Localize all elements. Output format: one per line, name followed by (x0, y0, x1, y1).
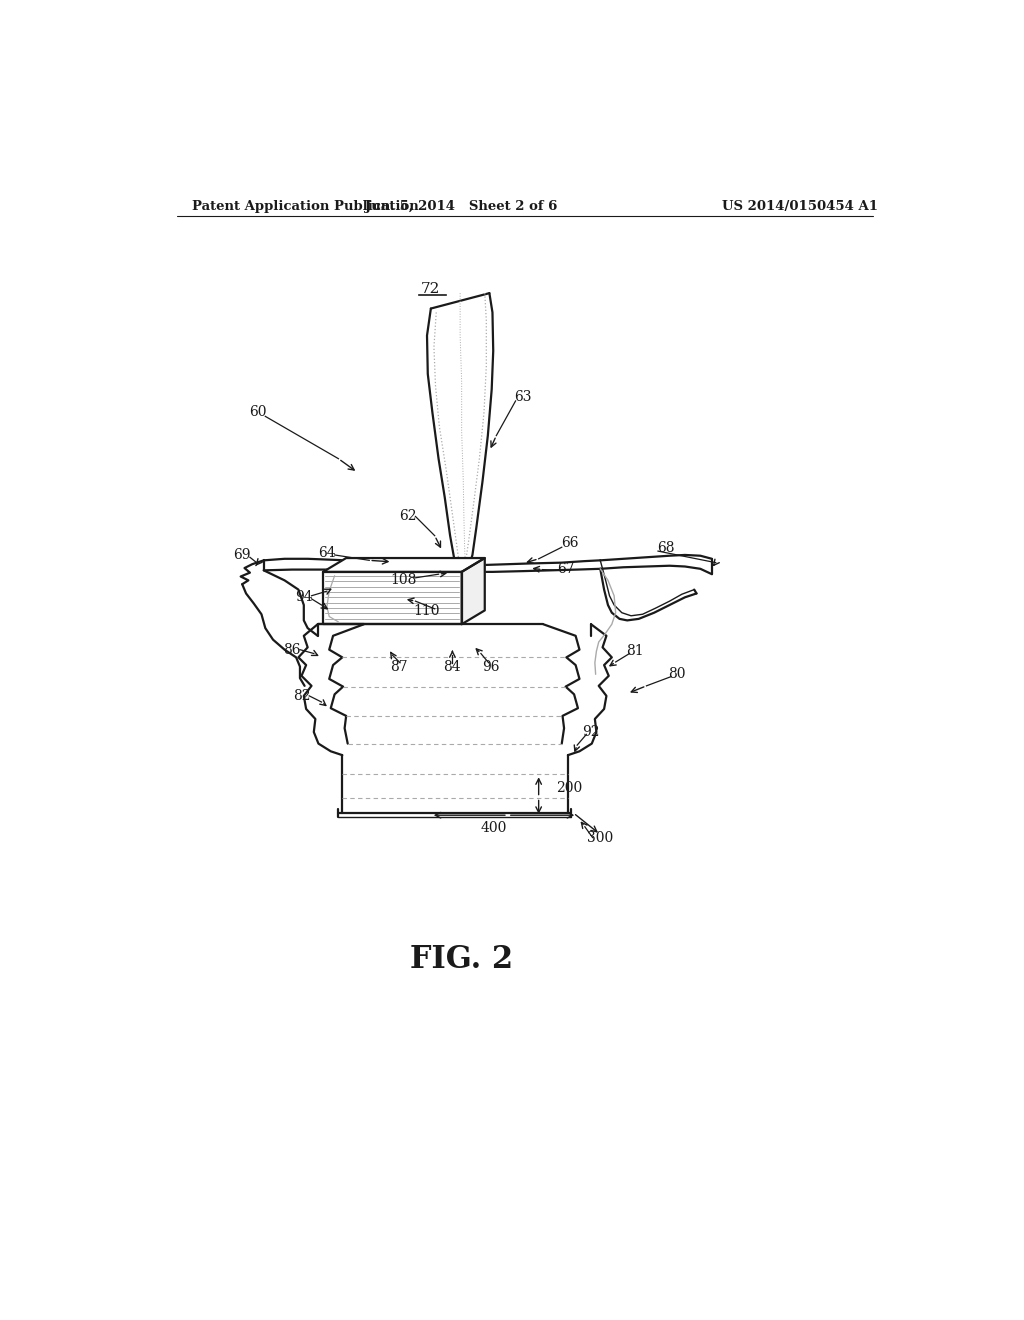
Polygon shape (427, 293, 494, 565)
Text: 68: 68 (657, 541, 675, 554)
Text: Jun. 5, 2014   Sheet 2 of 6: Jun. 5, 2014 Sheet 2 of 6 (366, 199, 558, 213)
Text: 72: 72 (421, 282, 440, 296)
Text: 64: 64 (318, 545, 336, 560)
Text: 400: 400 (481, 821, 507, 836)
Text: 110: 110 (414, 605, 440, 618)
Text: 87: 87 (390, 660, 408, 673)
Text: 60: 60 (249, 405, 266, 420)
Text: FIG. 2: FIG. 2 (410, 944, 513, 974)
Text: US 2014/0150454 A1: US 2014/0150454 A1 (723, 199, 879, 213)
Text: 69: 69 (233, 548, 251, 562)
Text: 300: 300 (587, 830, 613, 845)
Text: 94: 94 (295, 590, 312, 605)
Text: 81: 81 (626, 644, 644, 659)
Text: 80: 80 (669, 668, 686, 681)
Text: 82: 82 (293, 689, 310, 702)
Text: 67: 67 (557, 562, 574, 576)
Text: 92: 92 (583, 725, 600, 739)
Text: 63: 63 (514, 391, 532, 404)
Text: 84: 84 (443, 660, 461, 673)
Polygon shape (323, 558, 484, 572)
Text: 108: 108 (391, 573, 417, 587)
Polygon shape (323, 572, 462, 624)
Text: Patent Application Publication: Patent Application Publication (193, 199, 419, 213)
Polygon shape (462, 558, 484, 624)
Text: 200: 200 (556, 781, 583, 795)
Text: 86: 86 (284, 643, 301, 656)
Text: 96: 96 (482, 660, 500, 673)
Text: 62: 62 (399, 510, 417, 524)
Text: 66: 66 (561, 536, 579, 550)
